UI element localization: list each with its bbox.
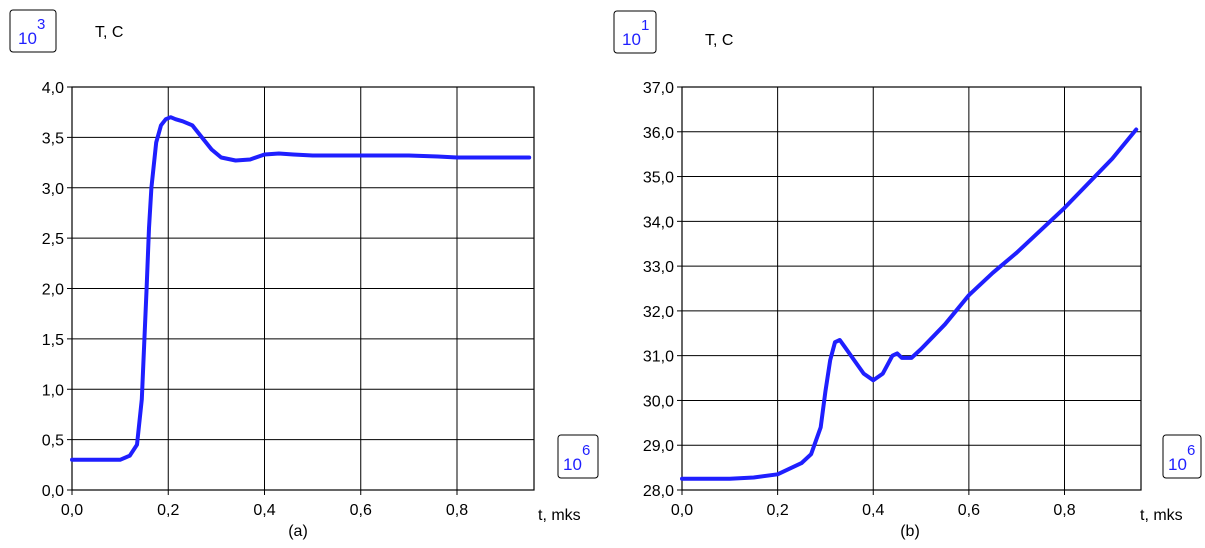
plot-area — [681, 86, 1142, 491]
y-tick-label: 4,0 — [42, 80, 64, 97]
x-multiplier-box — [557, 434, 599, 479]
x-axis-label: t, mks — [1140, 507, 1183, 524]
x-tick-label: 0,0 — [671, 502, 693, 519]
chart-caption: (b) — [900, 523, 920, 540]
y-tick-label: 36,0 — [643, 125, 674, 142]
y-multiplier-exp: 3 — [37, 16, 45, 33]
x-tick-label: 0,6 — [350, 502, 372, 519]
y-tick-label: 34,0 — [643, 214, 674, 231]
chart-caption: (a) — [288, 523, 308, 540]
y-axis-label: T, C — [705, 32, 733, 49]
x-tick-label: 0,8 — [1053, 502, 1075, 519]
y-tick-label: 2,5 — [42, 231, 64, 248]
y-multiplier-box — [613, 10, 657, 54]
x-tick-label: 0,4 — [253, 502, 275, 519]
x-multiplier-exp: 6 — [1187, 442, 1195, 459]
y-tick-label: 28,0 — [643, 483, 674, 500]
y-tick-label: 35,0 — [643, 170, 674, 187]
y-tick-label: 1,0 — [42, 382, 64, 399]
x-tick-label: 0,8 — [446, 502, 468, 519]
y-tick-label: 2,0 — [42, 282, 64, 299]
y-multiplier-base: 10 — [622, 30, 641, 49]
x-tick-label: 0,2 — [157, 502, 179, 519]
x-tick-label: 0,4 — [862, 502, 884, 519]
x-axis-label: t, mks — [538, 507, 581, 524]
y-tick-label: 33,0 — [643, 259, 674, 276]
chart-a: 0,0 0,5 1,0 1,5 2,0 2,5 3,0 3,5 4,0 0,0 0,2 0,4 0,6 0… — [9, 9, 599, 540]
series-line — [70, 115, 532, 462]
y-tick-label: 29,0 — [643, 438, 674, 455]
y-multiplier-box — [9, 9, 57, 53]
y-multiplier-base: 10 — [18, 29, 37, 48]
y-tick-label: 31,0 — [643, 349, 674, 366]
x-multiplier-base: 10 — [563, 455, 582, 474]
x-multiplier-base: 10 — [1168, 455, 1187, 474]
x-tick-label: 0,0 — [61, 502, 83, 519]
series-line — [680, 127, 1139, 481]
chart-b: 28,0 29,0 30,0 31,0 32,0 33,0 34,0 35,0 36,0 37,0… — [613, 10, 1202, 540]
x-tick-label: 0,2 — [767, 502, 789, 519]
x-multiplier-exp: 6 — [582, 442, 590, 459]
y-tick-label: 0,0 — [42, 483, 64, 500]
y-multiplier-exp: 1 — [641, 17, 649, 34]
y-tick-label: 3,5 — [42, 130, 64, 147]
y-tick-label: 1,5 — [42, 332, 64, 349]
y-tick-label: 32,0 — [643, 304, 674, 321]
y-axis-label: T, C — [95, 24, 123, 41]
y-tick-label: 3,0 — [42, 181, 64, 198]
x-multiplier-box — [1162, 434, 1202, 479]
y-tick-label: 30,0 — [643, 393, 674, 410]
y-tick-label: 37,0 — [643, 80, 674, 97]
x-tick-label: 0,6 — [958, 502, 980, 519]
y-tick-label: 0,5 — [42, 433, 64, 450]
